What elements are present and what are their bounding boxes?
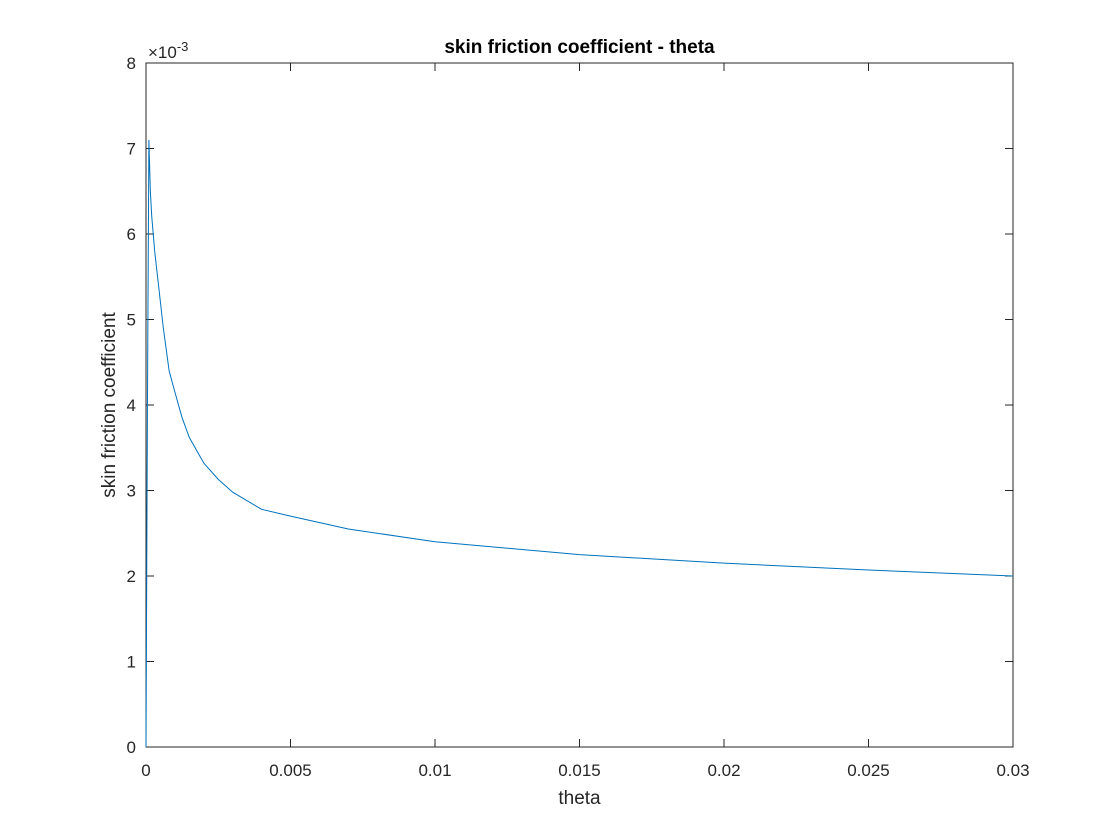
y-axis-label: skin friction coefficient	[99, 312, 120, 498]
x-axis-label: theta	[558, 788, 601, 809]
series-line	[145, 139, 1014, 748]
series-layer	[145, 139, 1014, 748]
x-tick-label: 0.025	[847, 761, 890, 780]
chart-title: skin friction coefficient - theta	[444, 37, 715, 58]
y-axis-multiplier: ×10	[148, 43, 177, 62]
y-tick-label: 0	[127, 738, 136, 757]
y-tick-label: 8	[127, 54, 136, 73]
x-tick-label: 0.02	[707, 761, 740, 780]
x-tick-label: 0.03	[996, 761, 1029, 780]
y-tick-label: 1	[127, 653, 136, 672]
y-axis-exponent-label: ×10-3	[148, 39, 188, 62]
y-tick-label: 7	[127, 140, 136, 159]
x-tick-label: 0.015	[558, 761, 601, 780]
x-axis-ticks: 0 0.005 0.01 0.015 0.02 0.025 0.03	[141, 63, 1030, 780]
axes-box	[145, 62, 1014, 748]
x-tick-label: 0.01	[418, 761, 451, 780]
x-tick-label: 0	[141, 761, 150, 780]
y-tick-label: 2	[127, 567, 136, 586]
y-axis-ticks: 0 1 2 3 4 5 6 7 8	[127, 54, 1013, 757]
y-tick-label: 3	[127, 482, 136, 501]
x-tick-label: 0.005	[269, 761, 312, 780]
y-tick-label: 5	[127, 311, 136, 330]
y-tick-label: 4	[127, 396, 136, 415]
y-axis-exponent: -3	[177, 39, 189, 54]
y-tick-label: 6	[127, 225, 136, 244]
